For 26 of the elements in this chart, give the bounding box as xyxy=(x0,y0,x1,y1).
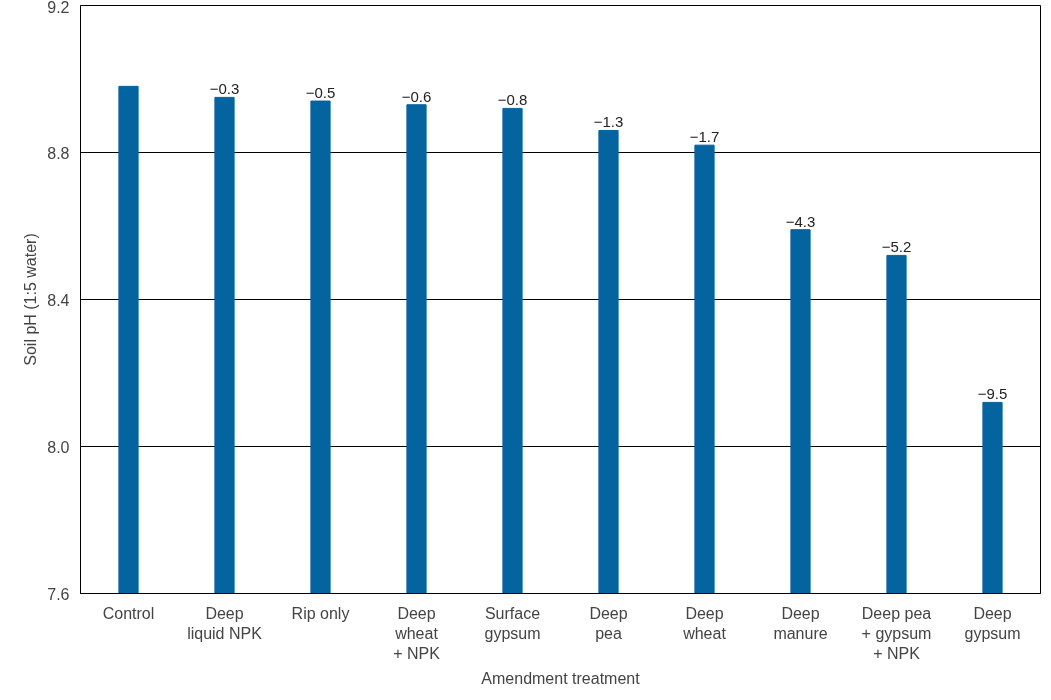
x-tick-label: Deep manure xyxy=(773,604,828,642)
x-tick-label: Surface gypsum xyxy=(484,604,541,642)
annotation: −0.8 xyxy=(497,91,528,109)
y-tick-label: 8.8 xyxy=(47,144,70,162)
x-tick-label: Deep gypsum xyxy=(964,604,1021,642)
y-tick-label: 7.6 xyxy=(47,585,70,603)
y-tick-label: 8.0 xyxy=(47,438,70,456)
annotation: −9.5 xyxy=(977,385,1008,403)
annotation: −1.7 xyxy=(689,128,720,146)
annotation: −4.3 xyxy=(785,212,816,230)
y-tick-label: 9.2 xyxy=(47,0,70,16)
x-tick-label: Control xyxy=(102,604,155,622)
x-tick-label: Deep wheat + NPK xyxy=(393,604,441,663)
annotation: −0.6 xyxy=(401,87,432,105)
annotation: −0.5 xyxy=(305,84,336,102)
x-tick-label: Rip only xyxy=(291,604,350,622)
annotation: −5.2 xyxy=(881,238,912,256)
y-axis-title: Soil pH (1:5 water) xyxy=(22,233,40,366)
annotation: −1.3 xyxy=(593,113,624,131)
x-tick-label: Deep pea xyxy=(589,604,628,642)
annotation: −0.3 xyxy=(209,80,240,98)
x-axis-title: Amendment treatment xyxy=(481,670,641,688)
x-tick-label: Deep wheat xyxy=(682,604,727,642)
y-tick-label: 8.4 xyxy=(47,291,70,309)
x-tick-label: Deep pea + gypsum + NPK xyxy=(861,604,932,663)
x-tick-label: Deep liquid NPK xyxy=(187,604,263,642)
